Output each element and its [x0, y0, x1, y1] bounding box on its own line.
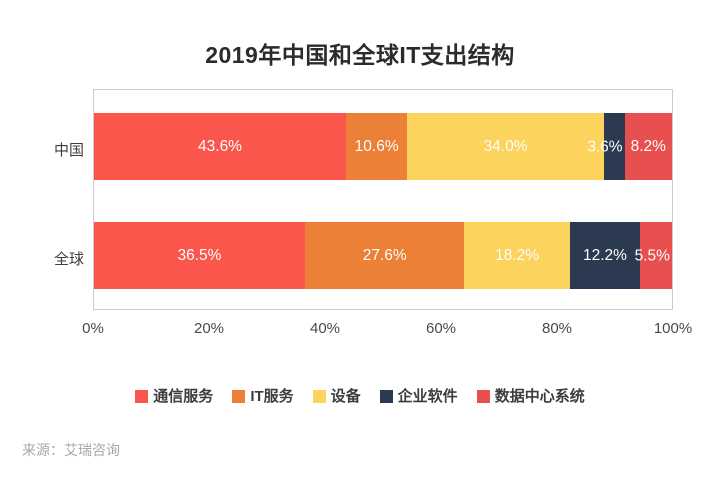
x-axis-tick-40: 40% [309, 320, 341, 337]
bar-segment-china-2[interactable]: 34.0% [407, 113, 604, 180]
legend-item-4[interactable]: 数据中心系统 [476, 388, 585, 405]
bar-row-global: 36.5% 27.6% 18.2% 12.2% 5.5% [94, 222, 672, 289]
legend-item-0[interactable]: 通信服务 [135, 389, 213, 404]
bar-segment-global-2[interactable]: 18.2% [464, 222, 570, 289]
chart-title: 2019年中国和全球IT支出结构 [205, 42, 515, 68]
bar-value-label: 34.0% [483, 137, 528, 155]
bar-value-label: 12.2% [582, 246, 627, 264]
legend-swatch-icon [135, 390, 149, 403]
bar-segment-china-1[interactable]: 10.6% [346, 113, 408, 180]
bar-value-label: 43.6% [198, 137, 242, 155]
bar-segment-china-3[interactable]: 3.6% [587, 113, 625, 180]
legend-item-2[interactable]: 设备 [312, 388, 361, 405]
legend-label: 设备 [330, 388, 361, 405]
x-axis-tick-100: 100% [653, 320, 693, 337]
bar-value-label: 10.6% [354, 137, 399, 155]
bar-segment-global-4[interactable]: 5.5% [635, 222, 672, 289]
bar-value-label: 36.5% [177, 246, 222, 264]
source-note: 来源：艾瑞咨询 [22, 442, 120, 458]
bar-value-label: 27.6% [362, 246, 407, 264]
bar-segment-global-3[interactable]: 12.2% [569, 222, 641, 289]
legend-label: 数据中心系统 [494, 388, 585, 405]
bar-segment-china-0[interactable]: 43.6% [94, 113, 346, 180]
bar-segment-global-1[interactable]: 27.6% [304, 222, 465, 289]
legend-swatch-icon [379, 390, 393, 403]
bar-segment-china-4[interactable]: 8.2% [624, 113, 672, 180]
chart-legend: 通信服务 IT服务 设备 企业软件 数据中心系统 [0, 389, 720, 404]
bar-value-label: 3.6% [587, 137, 623, 155]
legend-swatch-icon [312, 390, 326, 403]
legend-label: IT服务 [250, 388, 294, 405]
bar-value-label: 8.2% [630, 137, 666, 155]
x-axis-tick-20: 20% [193, 320, 225, 337]
legend-swatch-icon [476, 390, 490, 403]
legend-item-1[interactable]: IT服务 [232, 388, 294, 405]
bar-row-china: 43.6% 10.6% 34.0% 3.6% 8.2% [94, 113, 672, 180]
x-axis-tick-60: 60% [425, 320, 457, 337]
legend-swatch-icon [232, 390, 246, 403]
y-axis-label-global: 全球 [53, 251, 84, 268]
bar-value-label: 5.5% [634, 246, 670, 264]
legend-item-3[interactable]: 企业软件 [379, 388, 458, 405]
x-axis: 0% 20% 40% 60% 80% 100% [82, 320, 692, 342]
bar-segment-global-0[interactable]: 36.5% [94, 222, 305, 289]
x-axis-tick-0: 0% [82, 320, 104, 337]
bar-value-label: 18.2% [495, 246, 540, 264]
legend-label: 企业软件 [397, 388, 458, 405]
legend-label: 通信服务 [153, 388, 214, 405]
x-axis-tick-80: 80% [541, 320, 573, 337]
y-axis-label-china: 中国 [53, 142, 84, 159]
